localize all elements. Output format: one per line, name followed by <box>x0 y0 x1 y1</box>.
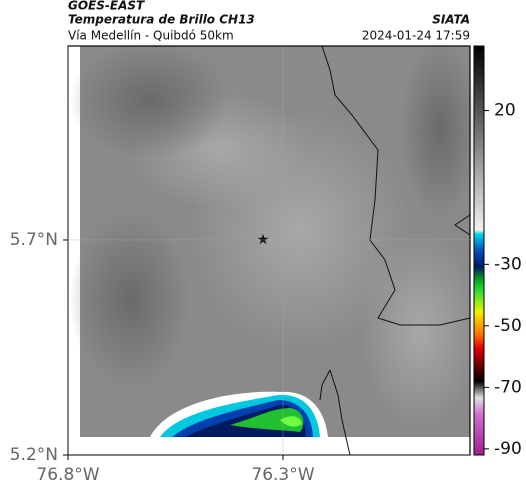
satellite-image: ★ <box>67 40 480 456</box>
colorbar-tick-label: -70 <box>494 377 522 397</box>
colorbar-tick-label: -90 <box>494 439 522 459</box>
source: GOES-EAST <box>68 0 145 13</box>
colorbar-tick-label: 20 <box>494 101 516 121</box>
colorbar-tick-label: -50 <box>494 316 522 336</box>
lon-tick-label: 76.3°W <box>251 465 314 485</box>
title: Temperatura de Brillo CH13 <box>68 13 255 27</box>
lat-tick-label: 5.7°N <box>10 230 58 250</box>
timestamp: 2024-01-24 17:59 <box>362 29 470 43</box>
colorbar <box>473 45 485 456</box>
subtitle: Vía Medellín - Quibdó 50km <box>68 29 234 43</box>
agency: SIATA <box>432 13 470 27</box>
colorbar-tick-label: -30 <box>494 254 522 274</box>
lat-tick-label: 5.2°N <box>10 445 58 465</box>
lon-tick-label: 76.8°W <box>36 465 99 485</box>
